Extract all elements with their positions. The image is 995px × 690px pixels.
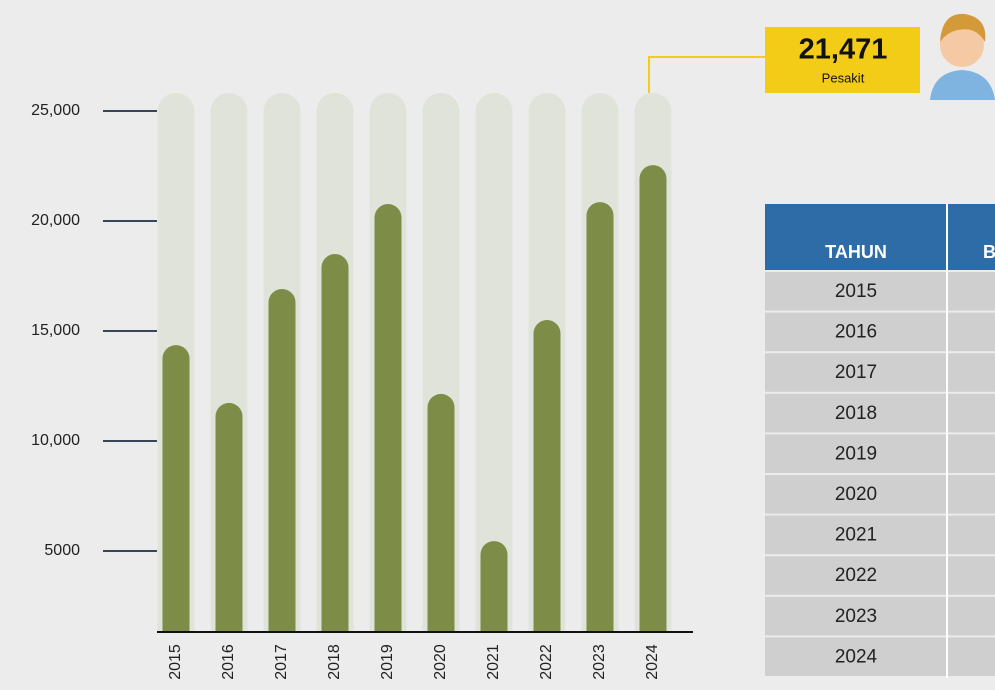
bar-track	[475, 93, 513, 632]
x-tick-label: 2020	[432, 644, 449, 680]
marks	[162, 165, 667, 633]
y-tick-label: 10,000	[31, 432, 80, 449]
x-tick-label: 2024	[644, 644, 661, 680]
x-tick-label: 2016	[220, 644, 237, 680]
y-tick-label: 5000	[44, 542, 80, 559]
table-cell: 2018	[835, 403, 877, 424]
table-cell: 2019	[835, 443, 877, 464]
bar	[533, 319, 561, 632]
bar	[321, 253, 349, 633]
y-tick-label: 20,000	[31, 212, 80, 229]
bar	[268, 288, 296, 632]
table-cell: 2021	[835, 525, 877, 546]
table-row	[765, 272, 995, 311]
bar	[639, 165, 667, 632]
x-tick-label: 2015	[167, 644, 184, 680]
table-row	[765, 596, 995, 636]
table-cell: 2024	[835, 646, 878, 667]
x-tick-label: 2017	[273, 644, 290, 680]
table-row	[765, 637, 995, 676]
table-cell: 2020	[835, 484, 877, 505]
table-header-cell: B	[983, 242, 995, 262]
table-row	[765, 312, 995, 352]
x-tick-label: 2018	[326, 644, 343, 680]
table-row	[765, 353, 995, 392]
table-row	[765, 515, 995, 555]
table-header-cell: TAHUN	[825, 242, 887, 262]
callout-box	[765, 27, 920, 93]
callout-value: 21,471	[799, 34, 888, 66]
table-row	[765, 475, 995, 514]
bar	[427, 393, 455, 632]
table-cell: 2023	[835, 606, 877, 627]
table-rows: 2015 2016 2017 2018 2019 2020 2021 2022 2023 2024	[765, 272, 995, 676]
y-tick-label: 25,000	[31, 102, 80, 119]
callout-unit: Pesakit	[822, 70, 865, 85]
table-row	[765, 393, 995, 433]
x-tick-label: 2021	[485, 644, 502, 680]
avatar-icon	[930, 13, 995, 100]
x-tick-label: 2023	[591, 644, 608, 680]
bar	[162, 345, 190, 632]
table-row	[765, 434, 995, 473]
bar	[586, 202, 614, 633]
bar	[215, 402, 243, 632]
table-row	[765, 556, 995, 595]
x-tick-label: 2022	[538, 644, 555, 680]
callout-line	[648, 56, 765, 93]
table-cell: 2015	[835, 281, 877, 302]
x-tick-label: 2019	[379, 644, 396, 680]
bar	[374, 204, 402, 632]
table-cell: 2017	[835, 362, 877, 383]
y-tick-label: 15,000	[31, 322, 80, 339]
table-header	[765, 204, 995, 270]
table-cell: 2022	[835, 565, 877, 586]
table-cell: 2016	[835, 322, 877, 343]
bar	[480, 541, 508, 632]
